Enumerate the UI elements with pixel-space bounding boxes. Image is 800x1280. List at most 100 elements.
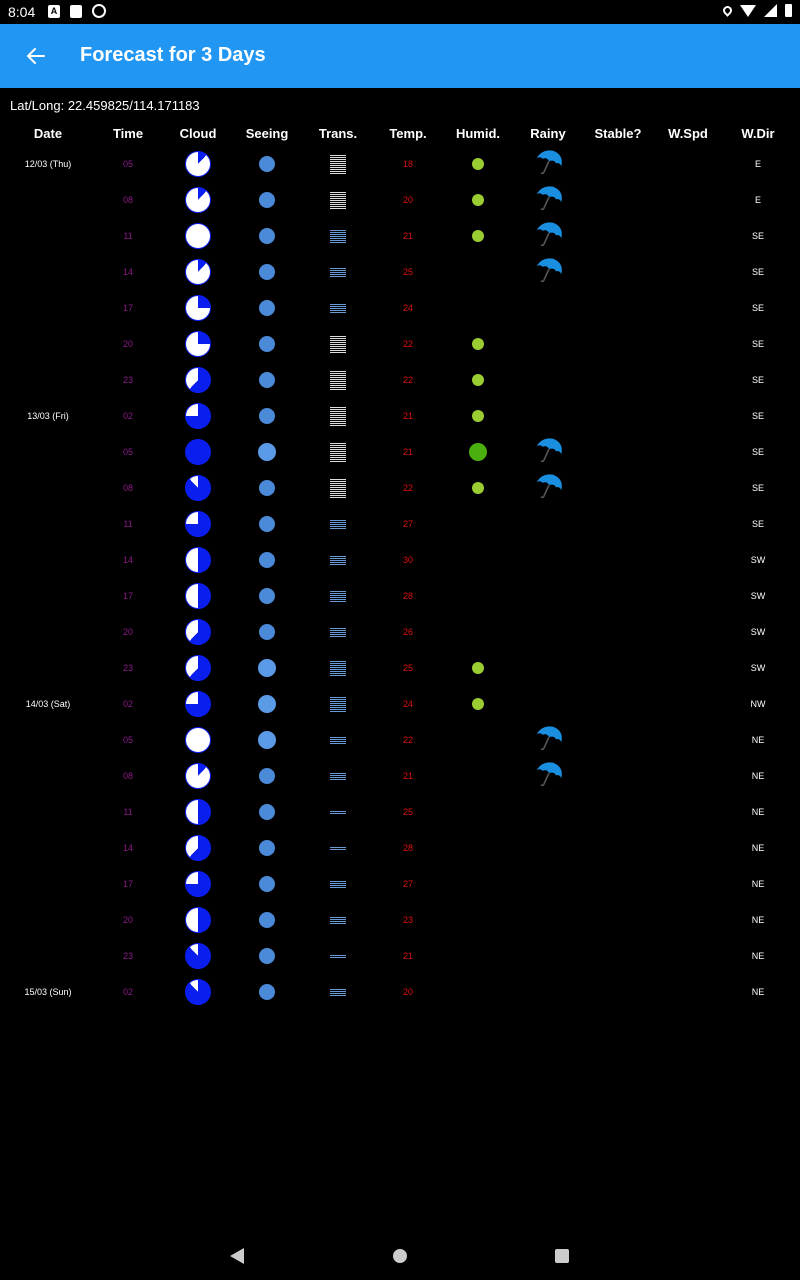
transparency-icon <box>330 519 346 529</box>
cloud-cell <box>185 146 211 182</box>
umbrella-icon <box>533 760 563 792</box>
cloud-cover-icon <box>185 763 211 789</box>
transparency-cell <box>330 614 346 650</box>
rainy-cell <box>533 470 563 506</box>
table-row: 08 20 E <box>0 182 800 218</box>
transparency-cell <box>330 506 346 542</box>
cloud-cell <box>185 794 211 830</box>
transparency-cell <box>330 470 346 506</box>
transparency-icon <box>330 267 346 277</box>
transparency-icon <box>330 916 346 924</box>
umbrella-icon <box>533 472 563 504</box>
cloud-cover-icon <box>185 979 211 1005</box>
wind-direction-cell: NE <box>751 807 765 817</box>
transparency-cell <box>330 146 346 182</box>
time-cell: 14 <box>122 843 134 853</box>
cloud-cell <box>185 650 211 686</box>
table-row: 23 25 SW <box>0 650 800 686</box>
nav-recents-icon[interactable] <box>555 1249 569 1263</box>
transparency-icon <box>330 555 346 565</box>
a-box-icon: A <box>48 5 60 18</box>
date-cell: 15/03 (Sun) <box>24 987 72 997</box>
table-row: 11 21 SE <box>0 218 800 254</box>
time-cell: 02 <box>122 699 134 709</box>
temperature-cell: 21 <box>402 771 414 781</box>
seeing-dot-icon <box>258 443 276 461</box>
cloud-cover-icon <box>185 799 211 825</box>
column-header-stable: Stable? <box>594 126 642 141</box>
temperature-cell: 22 <box>402 375 414 385</box>
transparency-icon <box>330 660 346 676</box>
cloud-cover-icon <box>185 871 211 897</box>
seeing-dot-icon <box>258 695 276 713</box>
seeing-dot-icon <box>259 264 275 280</box>
wifi-icon <box>740 4 756 17</box>
humidity-dot-icon <box>472 194 484 206</box>
nav-back-icon[interactable] <box>230 1248 244 1264</box>
humidity-dot-icon <box>472 482 484 494</box>
wind-direction-cell: NE <box>751 843 765 853</box>
nav-home-icon[interactable] <box>393 1249 407 1263</box>
time-cell: 23 <box>122 951 134 961</box>
time-cell: 02 <box>122 987 134 997</box>
seeing-cell <box>259 470 275 506</box>
seeing-cell <box>258 686 276 722</box>
table-row: 20 26 SW <box>0 614 800 650</box>
date-cell: 12/03 (Thu) <box>24 159 72 169</box>
cloud-cell <box>185 830 211 866</box>
humidity-cell <box>472 650 484 686</box>
transparency-icon <box>330 406 346 426</box>
cloud-cell <box>185 470 211 506</box>
seeing-cell <box>259 254 275 290</box>
table-row: 08 22 SE <box>0 470 800 506</box>
signal-icon <box>764 4 777 17</box>
seeing-cell <box>259 362 275 398</box>
table-row: 17 24 SE <box>0 290 800 326</box>
umbrella-icon <box>533 148 563 180</box>
sd-card-icon <box>70 5 82 18</box>
table-row: 05 21 SE <box>0 434 800 470</box>
transparency-icon <box>330 988 346 996</box>
seeing-dot-icon <box>259 408 275 424</box>
seeing-cell <box>258 722 276 758</box>
column-header-wspd: W.Spd <box>668 126 708 141</box>
time-cell: 11 <box>123 807 133 817</box>
rainy-cell <box>533 722 563 758</box>
humidity-dot-icon <box>469 443 487 461</box>
transparency-icon <box>330 370 346 390</box>
table-row: 14 30 SW <box>0 542 800 578</box>
table-row: 14 28 NE <box>0 830 800 866</box>
rainy-cell <box>533 434 563 470</box>
table-header: Date Time Cloud Seeing Trans. Temp. Humid. Rain… <box>0 126 800 144</box>
date-cell: 13/03 (Fri) <box>27 411 69 421</box>
back-button[interactable] <box>16 36 56 76</box>
cloud-cover-icon <box>185 403 211 429</box>
status-time: 8:04 <box>8 4 36 20</box>
humidity-cell <box>472 362 484 398</box>
cloud-cover-icon <box>185 367 211 393</box>
time-cell: 14 <box>122 267 134 277</box>
cloud-cover-icon <box>185 619 211 645</box>
page-title: Forecast for 3 Days <box>80 44 266 66</box>
cloud-cover-icon <box>185 691 211 717</box>
column-header-time: Time <box>112 126 144 141</box>
transparency-icon <box>330 846 346 850</box>
wind-direction-cell: NE <box>751 879 765 889</box>
seeing-dot-icon <box>259 804 275 820</box>
seeing-dot-icon <box>259 912 275 928</box>
wind-direction-cell: NE <box>751 915 765 925</box>
cloud-cover-icon <box>185 835 211 861</box>
wind-direction-cell: E <box>754 195 762 205</box>
seeing-dot-icon <box>259 588 275 604</box>
temperature-cell: 28 <box>402 843 414 853</box>
cloud-cell <box>185 398 211 434</box>
table-row: 11 25 NE <box>0 794 800 830</box>
umbrella-icon <box>533 436 563 468</box>
seeing-dot-icon <box>259 984 275 1000</box>
cloud-cell <box>185 218 211 254</box>
seeing-cell <box>259 146 275 182</box>
seeing-dot-icon <box>259 372 275 388</box>
seeing-dot-icon <box>259 480 275 496</box>
time-cell: 17 <box>122 879 134 889</box>
temperature-cell: 30 <box>402 555 414 565</box>
